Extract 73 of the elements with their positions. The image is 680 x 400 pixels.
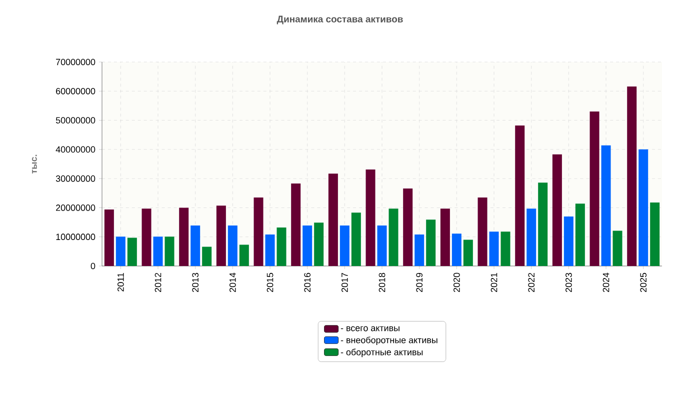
y-tick-label: 20000000 (56, 204, 96, 211)
bar (228, 225, 238, 266)
x-tick-label: 2015 (266, 272, 274, 292)
bar (388, 208, 398, 266)
bar (500, 232, 510, 266)
bar (340, 225, 350, 266)
y-tick-label: 0 (90, 262, 96, 270)
bar (575, 204, 585, 266)
chart-title: Динамика состава активов (276, 16, 403, 24)
bar (216, 206, 226, 266)
bar (515, 126, 525, 266)
y-axis-title: тыс. (32, 154, 37, 174)
x-tick-label: 2016 (304, 272, 311, 292)
bar (414, 234, 424, 266)
x-tick-label: 2020 (453, 272, 460, 292)
bar (612, 230, 622, 266)
bar (291, 184, 301, 266)
y-tick-label: 70000000 (56, 58, 96, 66)
bar (254, 198, 264, 266)
bar (552, 154, 562, 266)
bar (142, 208, 152, 266)
bar (328, 174, 338, 266)
x-tick-label: 2023 (566, 272, 572, 292)
bar (351, 212, 361, 266)
bar (627, 86, 637, 266)
bar (538, 182, 548, 266)
x-tick-label: 2011 (117, 272, 124, 292)
x-tick-label: 2025 (640, 272, 647, 292)
bar (478, 198, 488, 266)
x-tick-label: 2024 (602, 272, 610, 292)
bar (489, 232, 499, 266)
bar (650, 202, 660, 266)
y-tick-label: 50000000 (56, 117, 96, 124)
legend-label: - оборотные активы (340, 348, 423, 358)
y-tick-label: 30000000 (56, 175, 96, 182)
y-tick-label: 10000000 (56, 234, 96, 240)
bar (377, 225, 387, 266)
bar (239, 244, 249, 266)
y-tick-label: 60000000 (56, 88, 96, 94)
bar (601, 145, 611, 266)
bar (452, 234, 462, 266)
y-tick-label: 40000000 (56, 146, 96, 153)
bar (314, 222, 324, 266)
bar (265, 234, 275, 266)
bar (638, 149, 648, 266)
x-tick-label: 2019 (416, 272, 423, 292)
bar (190, 225, 200, 266)
bar (202, 246, 212, 266)
x-tick-label: 2021 (490, 272, 498, 292)
bar (127, 238, 137, 266)
x-tick-label: 2017 (341, 272, 348, 292)
bar (440, 208, 450, 266)
bar (463, 240, 473, 266)
bar (164, 236, 174, 266)
bar (590, 112, 600, 266)
bar (116, 236, 126, 266)
bar (104, 209, 114, 266)
bar (426, 220, 436, 266)
bar (526, 208, 536, 266)
x-tick-label: 2018 (378, 272, 386, 292)
x-tick-label: 2013 (192, 272, 199, 292)
x-tick-label: 2012 (154, 272, 162, 292)
bar (153, 236, 163, 266)
legend-label: - внеоборотные активы (340, 336, 438, 346)
bar (403, 188, 413, 266)
bar (302, 225, 312, 266)
bar (366, 170, 376, 266)
bar (276, 228, 286, 266)
legend-label: - всего активы (340, 326, 400, 332)
x-tick-label: 2014 (229, 272, 236, 292)
bar (179, 208, 189, 266)
x-tick-label: 2022 (528, 272, 535, 292)
bar (564, 216, 574, 266)
